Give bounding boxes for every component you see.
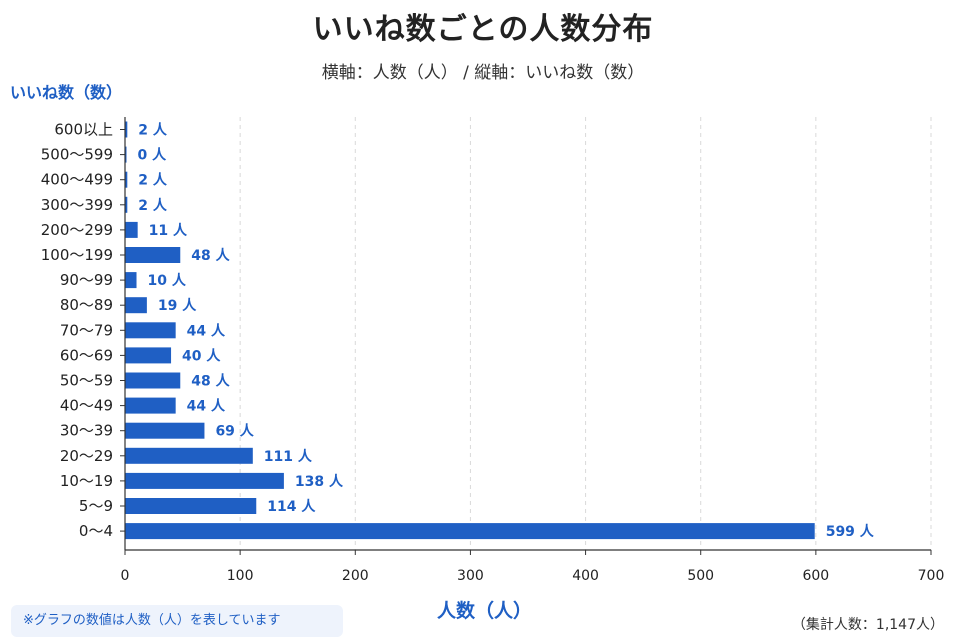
x-tick-label: 200: [342, 568, 369, 584]
bar: [125, 397, 176, 414]
category-label: 500〜599: [41, 146, 113, 164]
value-label: 11 人: [149, 222, 188, 239]
y-axis-label: いいね数（数）: [10, 83, 123, 102]
value-label: 10 人: [148, 272, 187, 289]
category-label: 20〜29: [60, 447, 113, 465]
category-label: 90〜99: [60, 271, 113, 289]
note-box: ※グラフの数値は人数（人）を表しています: [11, 605, 343, 637]
bar: [125, 523, 815, 540]
value-label: 2 人: [138, 122, 168, 139]
x-tick-label: 700: [918, 568, 945, 584]
category-label: 100〜199: [41, 246, 113, 264]
value-label: 40 人: [182, 347, 221, 364]
x-tick-label: 500: [687, 568, 714, 584]
category-label: 40〜49: [60, 397, 113, 415]
value-label: 48 人: [191, 247, 230, 264]
value-label: 69 人: [215, 423, 254, 440]
bar: [125, 322, 176, 339]
x-tick-label: 0: [121, 568, 130, 584]
bar: [125, 272, 137, 289]
x-tick-label: 600: [802, 568, 829, 584]
total-count: （集計人数：1,147人）: [791, 617, 944, 633]
bar: [125, 297, 147, 314]
bar: [125, 196, 128, 213]
category-label: 60〜69: [60, 346, 113, 364]
x-tick-label: 400: [572, 568, 599, 584]
value-label: 114 人: [267, 498, 316, 515]
value-label: 19 人: [158, 297, 197, 314]
bar: [125, 422, 205, 439]
category-label: 5〜9: [79, 497, 113, 515]
bars: 2 人0 人2 人2 人11 人48 人10 人19 人44 人40 人48 人…: [125, 121, 875, 540]
bar: [125, 221, 138, 238]
bar: [125, 472, 284, 489]
value-label: 111 人: [264, 448, 313, 465]
category-label: 30〜39: [60, 422, 113, 440]
value-label: 44 人: [187, 398, 226, 415]
category-label: 600以上: [54, 121, 113, 139]
value-label: 138 人: [295, 473, 344, 490]
bar: [125, 372, 181, 389]
x-tick-label: 100: [227, 568, 254, 584]
category-label: 50〜59: [60, 372, 113, 390]
bar: [125, 146, 127, 163]
value-label: 2 人: [138, 197, 168, 214]
bar: [125, 347, 172, 364]
value-label: 48 人: [191, 373, 230, 390]
chart-title: いいね数ごとの人数分布: [312, 12, 654, 47]
bar: [125, 498, 257, 514]
category-label: 70〜79: [60, 321, 113, 339]
category-label: 10〜19: [60, 472, 113, 490]
chart-subtitle: 横軸：人数（人） / 縦軸：いいね数（数）: [321, 63, 645, 83]
axes: 0 100 200 300 400 500 600 700 600以上 500〜599 400〜49…: [41, 117, 945, 584]
bar: [125, 247, 181, 263]
x-tick-label: 300: [457, 568, 484, 584]
category-label: 300〜399: [41, 196, 113, 214]
value-label: 2 人: [138, 172, 168, 189]
x-axis-label: 人数（人）: [437, 600, 533, 622]
category-label: 200〜299: [41, 221, 113, 239]
value-label: 0 人: [138, 147, 168, 164]
category-label: 80〜89: [60, 296, 113, 314]
bar: [125, 121, 128, 138]
bar: [125, 171, 128, 188]
value-label: 44 人: [187, 322, 226, 339]
category-label: 400〜499: [41, 171, 113, 189]
grid-lines: [239, 117, 932, 550]
category-label: 0〜4: [79, 522, 113, 540]
bar: [125, 447, 253, 464]
value-label: 599 人: [826, 523, 875, 540]
